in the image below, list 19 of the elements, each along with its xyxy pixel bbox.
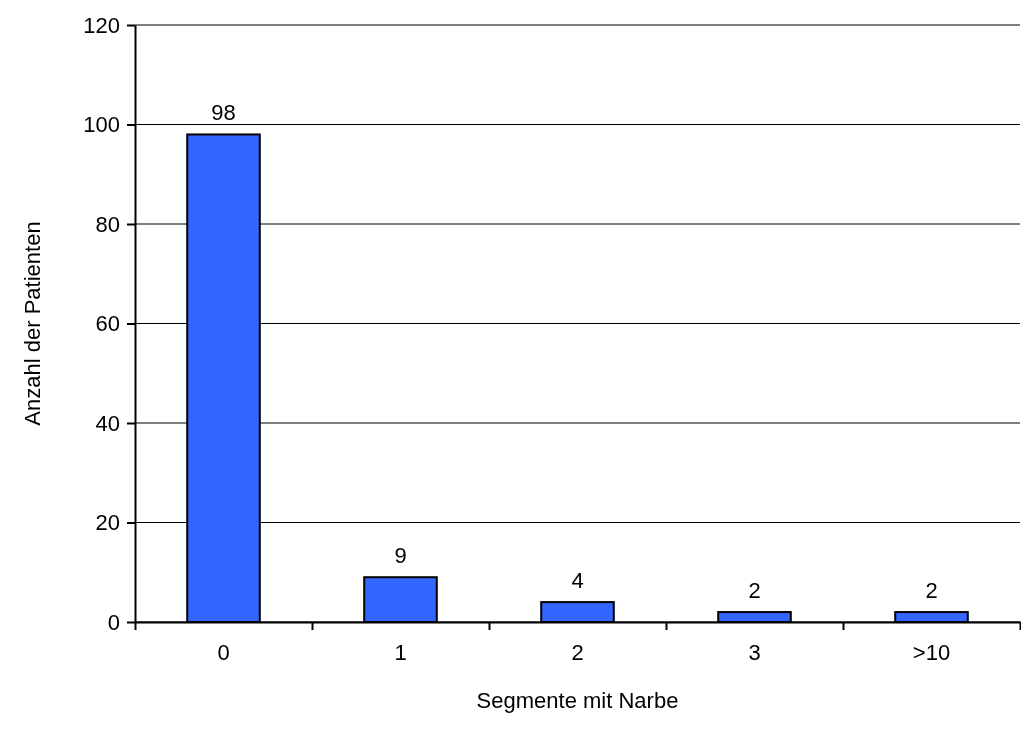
y-tick-label: 0 xyxy=(107,609,120,635)
x-tick-label: 2 xyxy=(571,640,584,665)
data-label: 4 xyxy=(571,568,584,594)
data-label: 2 xyxy=(748,578,761,604)
data-label: 98 xyxy=(211,100,236,126)
data-label: 2 xyxy=(925,578,938,604)
x-tick-label: 0 xyxy=(217,640,230,665)
y-tick-label: 60 xyxy=(95,311,120,337)
x-tick-label: 3 xyxy=(748,640,761,665)
y-tick-label: 20 xyxy=(95,510,120,536)
y-axis-title: Anzahl der Patienten xyxy=(20,221,45,426)
data-label: 9 xyxy=(394,543,407,569)
y-tick-label: 40 xyxy=(95,410,120,436)
y-tick-label: 120 xyxy=(83,12,120,38)
x-tick-label: >10 xyxy=(912,640,951,665)
y-tick-label: 80 xyxy=(95,211,120,237)
y-tick-label: 100 xyxy=(83,112,120,138)
x-tick-label: 1 xyxy=(394,640,407,665)
x-axis-title: Segmente mit Narbe xyxy=(476,688,679,713)
